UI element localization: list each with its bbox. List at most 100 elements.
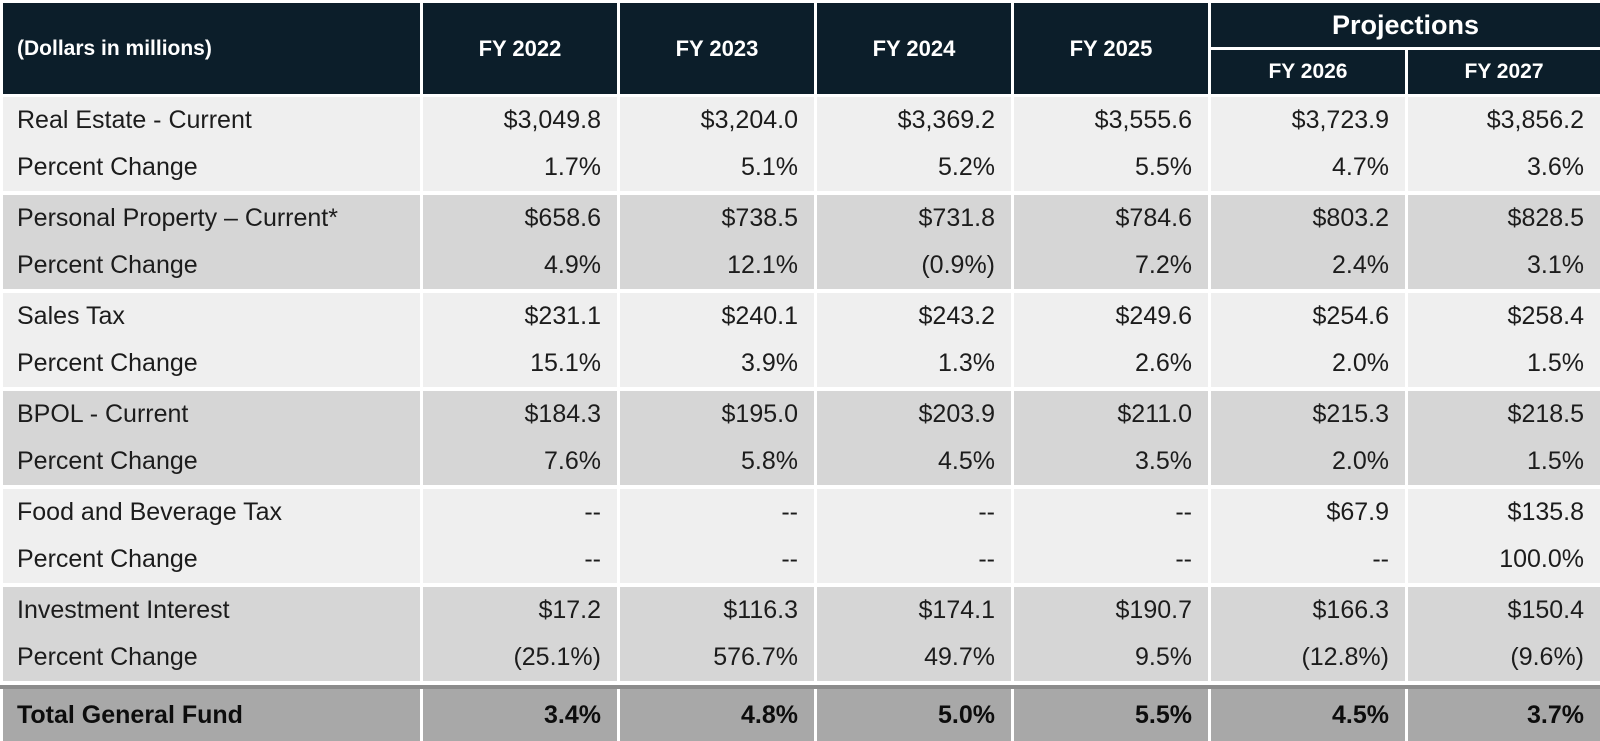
value-cell: $3,369.2 bbox=[816, 96, 1013, 145]
value-cell: $243.2 bbox=[816, 293, 1013, 340]
value-cell: -- bbox=[619, 489, 816, 536]
value-cell: $3,204.0 bbox=[619, 96, 816, 145]
value-cell: $174.1 bbox=[816, 587, 1013, 634]
percent-change-cell: (0.9%) bbox=[816, 242, 1013, 289]
percent-change-cell: 5.8% bbox=[619, 438, 816, 485]
group-2-value-row: Sales Tax$231.1$240.1$243.2$249.6$254.6$… bbox=[2, 293, 1600, 340]
group-3-label: BPOL - Current bbox=[2, 391, 422, 438]
group-4-value-row: Food and Beverage Tax--------$67.9$135.8 bbox=[2, 489, 1600, 536]
value-cell: $203.9 bbox=[816, 391, 1013, 438]
year-header-fy2024: FY 2024 bbox=[816, 2, 1013, 96]
value-cell: $150.4 bbox=[1407, 587, 1600, 634]
value-cell: $784.6 bbox=[1013, 195, 1210, 242]
value-cell: $254.6 bbox=[1210, 293, 1407, 340]
percent-change-cell: 3.1% bbox=[1407, 242, 1600, 289]
percent-change-cell: 7.6% bbox=[422, 438, 619, 485]
value-cell: $17.2 bbox=[422, 587, 619, 634]
percent-change-cell: 3.6% bbox=[1407, 144, 1600, 191]
group-3-value-row: BPOL - Current$184.3$195.0$203.9$211.0$2… bbox=[2, 391, 1600, 438]
value-cell: $211.0 bbox=[1013, 391, 1210, 438]
year-header-fy2026: FY 2026 bbox=[1210, 49, 1407, 96]
group-1-change-label: Percent Change bbox=[2, 242, 422, 289]
group-1-label: Personal Property – Current* bbox=[2, 195, 422, 242]
total-general-fund-label: Total General Fund bbox=[2, 687, 422, 741]
percent-change-cell: 4.5% bbox=[816, 438, 1013, 485]
value-cell: $215.3 bbox=[1210, 391, 1407, 438]
percent-change-cell: 100.0% bbox=[1407, 536, 1600, 583]
percent-change-cell: -- bbox=[1013, 536, 1210, 583]
value-cell: $828.5 bbox=[1407, 195, 1600, 242]
group-5-change-label: Percent Change bbox=[2, 634, 422, 681]
value-cell: $803.2 bbox=[1210, 195, 1407, 242]
total-value-cell: 3.4% bbox=[422, 687, 619, 741]
year-header-fy2023: FY 2023 bbox=[619, 2, 816, 96]
total-value-cell: 5.0% bbox=[816, 687, 1013, 741]
percent-change-cell: 2.4% bbox=[1210, 242, 1407, 289]
value-cell: -- bbox=[1013, 489, 1210, 536]
value-cell: $231.1 bbox=[422, 293, 619, 340]
percent-change-cell: 1.7% bbox=[422, 144, 619, 191]
group-4-change-label: Percent Change bbox=[2, 536, 422, 583]
value-cell: $3,049.8 bbox=[422, 96, 619, 145]
percent-change-cell: 1.5% bbox=[1407, 438, 1600, 485]
total-value-cell: 5.5% bbox=[1013, 687, 1210, 741]
percent-change-cell: 49.7% bbox=[816, 634, 1013, 681]
percent-change-cell: 2.6% bbox=[1013, 340, 1210, 387]
value-cell: $184.3 bbox=[422, 391, 619, 438]
percent-change-cell: 5.5% bbox=[1013, 144, 1210, 191]
year-header-fy2025: FY 2025 bbox=[1013, 2, 1210, 96]
percent-change-cell: 2.0% bbox=[1210, 340, 1407, 387]
value-cell: $738.5 bbox=[619, 195, 816, 242]
value-cell: $166.3 bbox=[1210, 587, 1407, 634]
value-cell: $3,555.6 bbox=[1013, 96, 1210, 145]
group-1-value-row: Personal Property – Current*$658.6$738.5… bbox=[2, 195, 1600, 242]
group-0-change-label: Percent Change bbox=[2, 144, 422, 191]
percent-change-cell: -- bbox=[816, 536, 1013, 583]
value-cell: $135.8 bbox=[1407, 489, 1600, 536]
value-cell: $731.8 bbox=[816, 195, 1013, 242]
percent-change-cell: 3.9% bbox=[619, 340, 816, 387]
percent-change-cell: (9.6%) bbox=[1407, 634, 1600, 681]
percent-change-cell: 4.7% bbox=[1210, 144, 1407, 191]
group-5-change-row: Percent Change(25.1%)576.7%49.7%9.5%(12.… bbox=[2, 634, 1600, 681]
percent-change-cell: 12.1% bbox=[619, 242, 816, 289]
total-value-cell: 4.8% bbox=[619, 687, 816, 741]
group-3-change-label: Percent Change bbox=[2, 438, 422, 485]
group-5-label: Investment Interest bbox=[2, 587, 422, 634]
percent-change-cell: 5.2% bbox=[816, 144, 1013, 191]
value-cell: $3,856.2 bbox=[1407, 96, 1600, 145]
percent-change-cell: 2.0% bbox=[1210, 438, 1407, 485]
percent-change-cell: -- bbox=[422, 536, 619, 583]
group-4-change-row: Percent Change----------100.0% bbox=[2, 536, 1600, 583]
percent-change-cell: 15.1% bbox=[422, 340, 619, 387]
group-5-value-row: Investment Interest$17.2$116.3$174.1$190… bbox=[2, 587, 1600, 634]
value-cell: -- bbox=[816, 489, 1013, 536]
group-4-label: Food and Beverage Tax bbox=[2, 489, 422, 536]
dollars-in-millions-header: (Dollars in millions) bbox=[2, 2, 422, 96]
table-header: (Dollars in millions) FY 2022 FY 2023 FY… bbox=[2, 2, 1600, 96]
percent-change-cell: 4.9% bbox=[422, 242, 619, 289]
percent-change-cell: 9.5% bbox=[1013, 634, 1210, 681]
percent-change-cell: -- bbox=[619, 536, 816, 583]
year-header-fy2027: FY 2027 bbox=[1407, 49, 1600, 96]
value-cell: $240.1 bbox=[619, 293, 816, 340]
value-cell: $218.5 bbox=[1407, 391, 1600, 438]
percent-change-cell: (12.8%) bbox=[1210, 634, 1407, 681]
projections-header: Projections bbox=[1210, 2, 1600, 49]
percent-change-cell: 1.3% bbox=[816, 340, 1013, 387]
group-2-change-label: Percent Change bbox=[2, 340, 422, 387]
value-cell: $658.6 bbox=[422, 195, 619, 242]
table-body: Real Estate - Current$3,049.8$3,204.0$3,… bbox=[2, 96, 1600, 741]
percent-change-cell: -- bbox=[1210, 536, 1407, 583]
value-cell: $258.4 bbox=[1407, 293, 1600, 340]
group-0-label: Real Estate - Current bbox=[2, 96, 422, 145]
value-cell: -- bbox=[422, 489, 619, 536]
percent-change-cell: 7.2% bbox=[1013, 242, 1210, 289]
percent-change-cell: 1.5% bbox=[1407, 340, 1600, 387]
